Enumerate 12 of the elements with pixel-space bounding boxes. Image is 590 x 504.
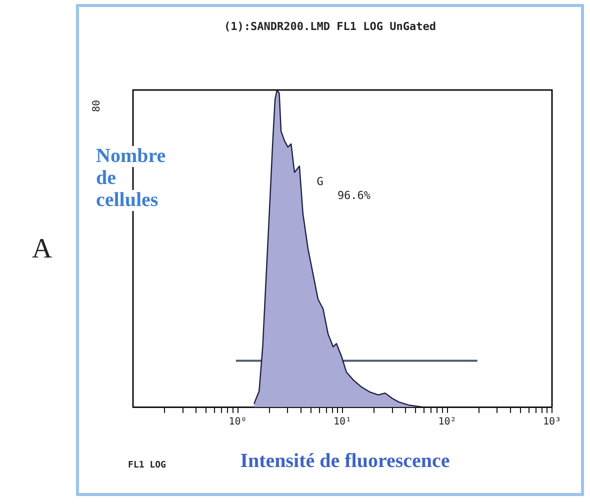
annotation: G bbox=[316, 174, 324, 188]
x-tick-label: 10² bbox=[438, 416, 456, 428]
x-tick-label: 10⁰ bbox=[228, 416, 247, 428]
chart-title: (1):SANDR200.LMD FL1 LOG UnGated bbox=[224, 20, 436, 33]
x-tick-label: 10³ bbox=[542, 416, 562, 428]
x-tick-label: 10¹ bbox=[333, 416, 352, 428]
x-axis-title: Intensité de fluorescence bbox=[240, 450, 450, 472]
annotation: 96.6% bbox=[337, 188, 371, 202]
text: A bbox=[32, 233, 53, 264]
text: FL1 LOG bbox=[128, 460, 166, 470]
y-axis-title: Nombre de cellules bbox=[96, 145, 166, 212]
text: 80 bbox=[92, 100, 103, 112]
